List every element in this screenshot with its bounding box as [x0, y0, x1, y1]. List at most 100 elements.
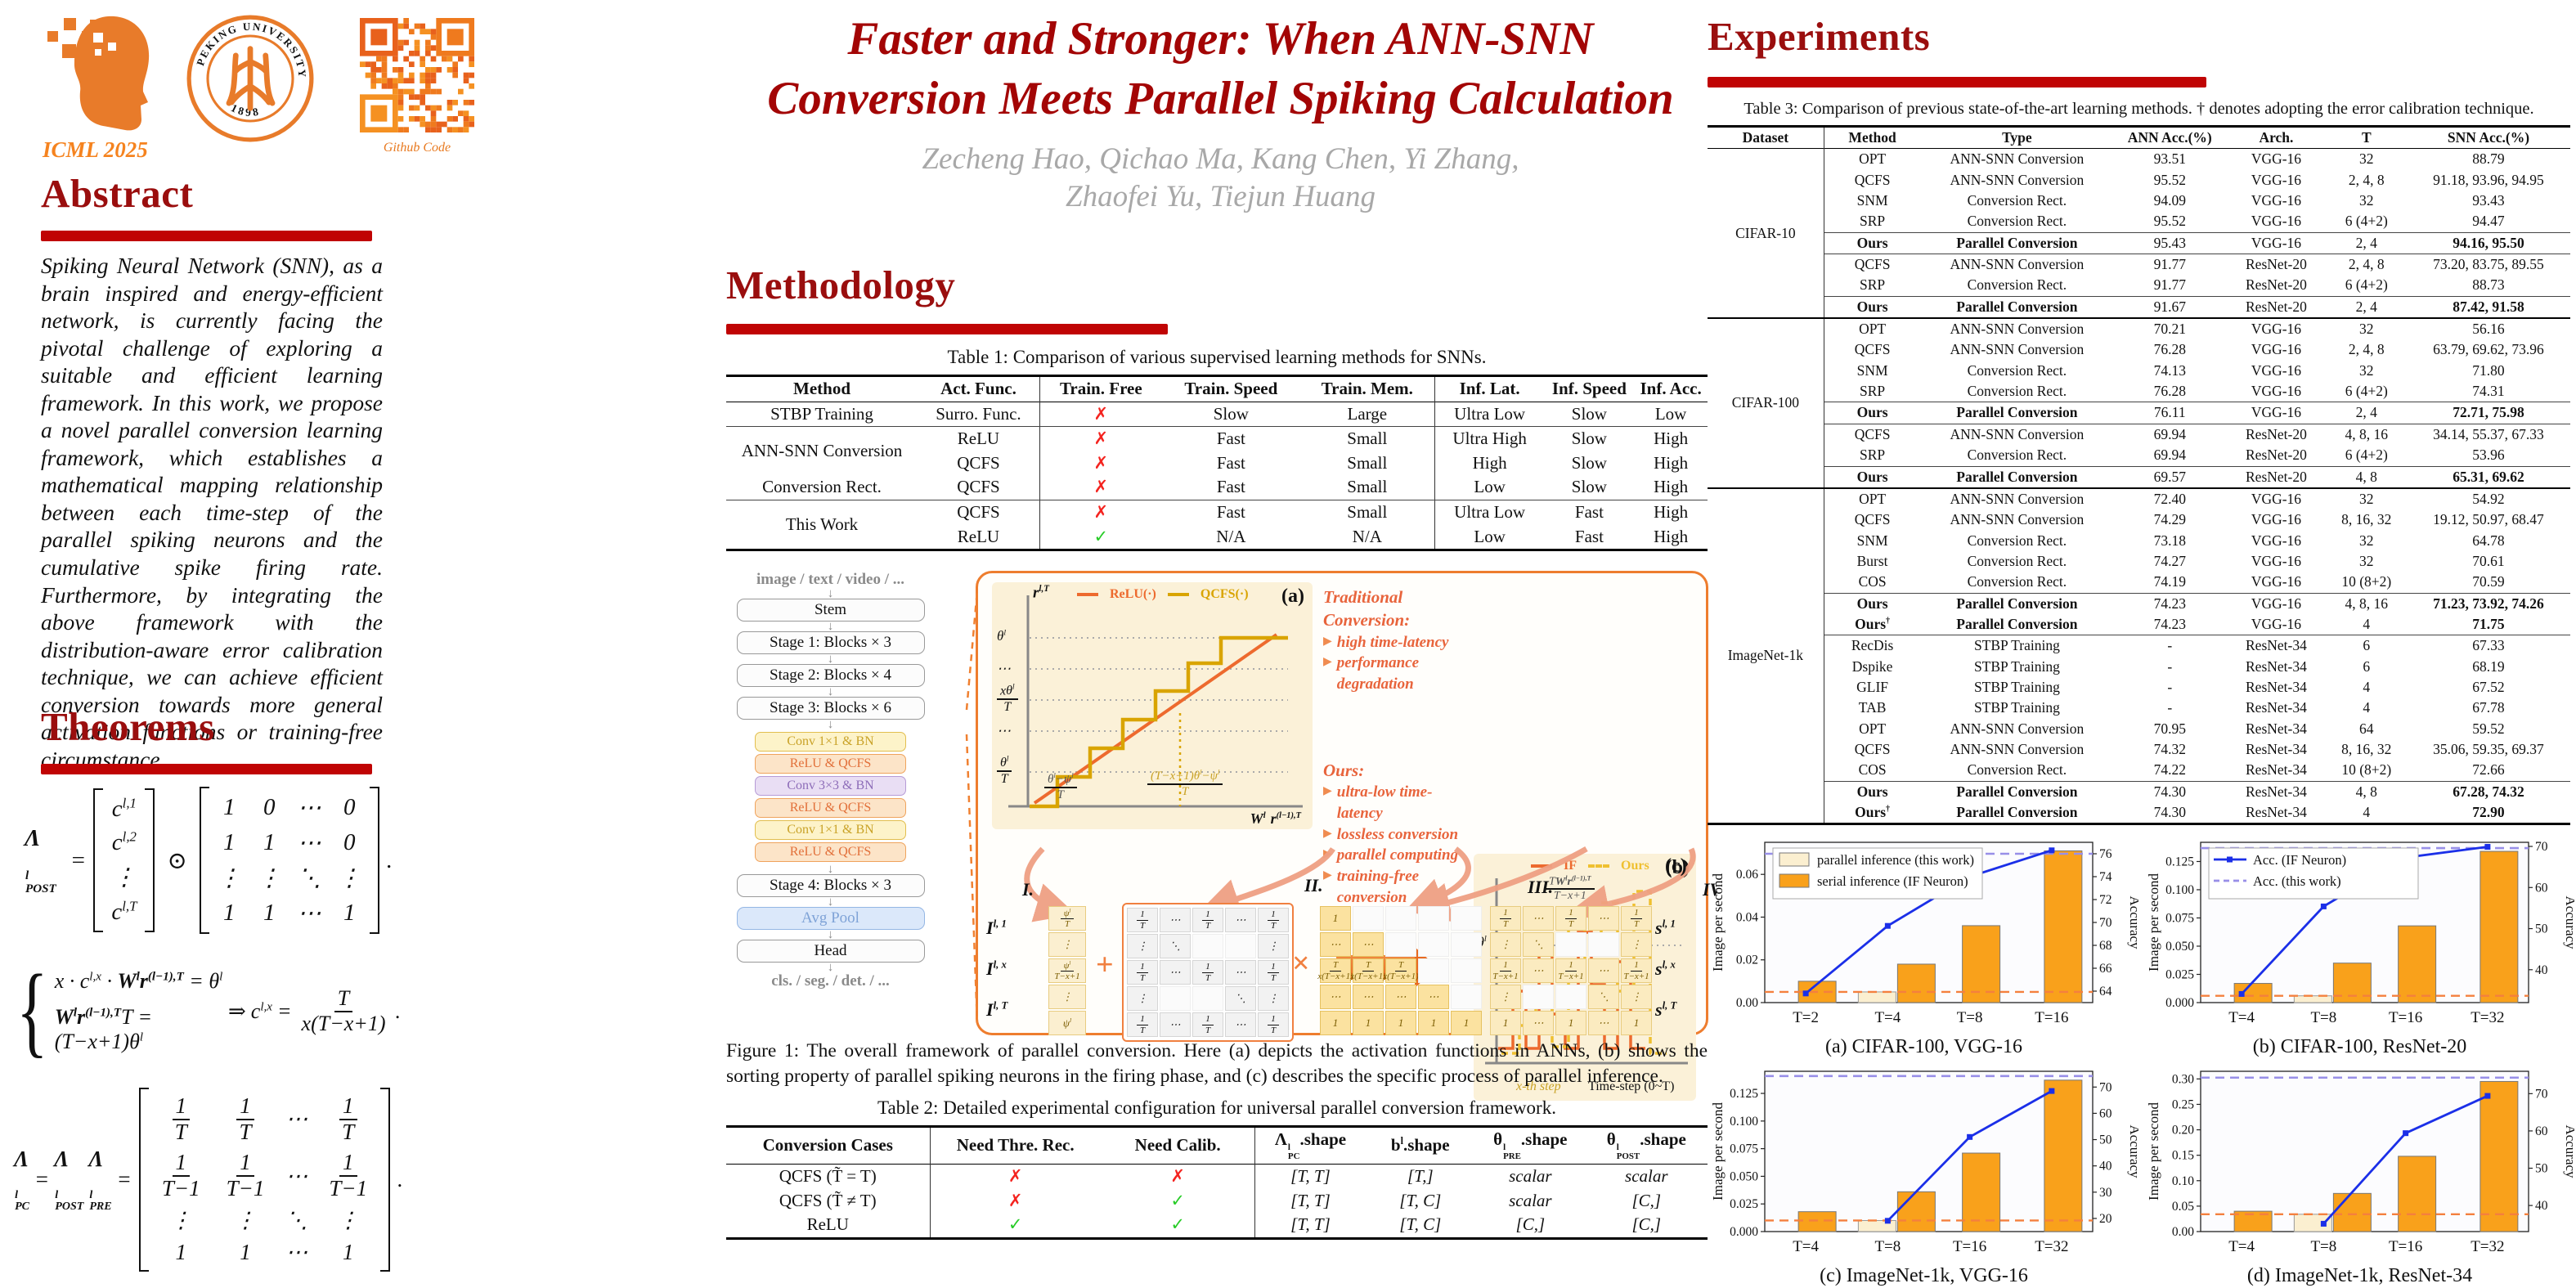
matrix-cell: 0 — [343, 829, 356, 855]
sup: l — [1616, 1142, 1619, 1152]
table-cell: ✓ — [1008, 1214, 1023, 1235]
grid-cell: ⋯ — [1353, 985, 1384, 1009]
serial-bar — [2398, 1156, 2437, 1232]
matrix-cell: ⋯ — [297, 795, 321, 821]
left-tick-label: 0.000 — [1730, 1225, 1758, 1239]
column-header: Act. Func. — [918, 375, 1040, 402]
symbol: θl — [129, 1030, 144, 1053]
matrix-cell: 1 T−1 — [222, 1151, 270, 1200]
ours-legend-line — [1588, 864, 1609, 868]
ours-bullet: lossless conversion — [1336, 825, 1459, 843]
bullet-icon: ▶ — [1323, 868, 1332, 882]
table-cell: 74.19 — [2153, 573, 2186, 590]
flow-arrow-icon: ↓ — [827, 620, 834, 633]
left-tick-label: 0.000 — [2165, 996, 2194, 1010]
table-cell: 8, 16, 32 — [2341, 740, 2392, 757]
table-cell: ✓ — [1100, 1213, 1256, 1239]
x-tick-label: T=2 — [1793, 1009, 1819, 1026]
left-tick-label: 0.06 — [1736, 868, 1758, 882]
table-cell: scalar — [1509, 1165, 1552, 1186]
table-cell: 72.90 — [2472, 804, 2505, 820]
table-cell: [T, T] — [1290, 1190, 1331, 1210]
table-cell: SRP — [1860, 276, 1886, 294]
table-cell: 88.73 — [2472, 276, 2505, 294]
acc-marker — [1884, 1218, 1891, 1224]
denominator: T — [1139, 920, 1146, 931]
table-row: ImageNet-1k OPT ANN-SNN Conversion 72.40 VGG… — [1708, 487, 2570, 824]
table-cell: 95.52 — [2153, 171, 2186, 188]
pku-emblem — [226, 46, 276, 111]
table-cell: 6 — [2363, 657, 2371, 675]
grid-cell: ⋯ — [1523, 906, 1554, 931]
table-cell: scalar — [1625, 1165, 1668, 1186]
legend-label: parallel inference (this work) — [1817, 852, 1974, 868]
chart-cifar100-vgg16: 0.00 0.02 0.04 0.06 64 66 68 70 72 74 76 T=2 T=4 T=8 T… — [1709, 832, 2143, 1058]
column-header: Need Calib. — [1100, 1126, 1256, 1165]
table-cell: Fast — [1216, 429, 1245, 449]
table2: Conversion Cases Need Thre. Rec. Need Cali… — [726, 1125, 1708, 1240]
column-header: Train. Free — [1059, 379, 1142, 398]
table-cell: ReLU — [918, 524, 1040, 550]
sup: l — [1263, 811, 1266, 820]
input-label-2: Il, x — [986, 958, 1007, 980]
sup: l — [1012, 684, 1015, 692]
right-tick-label: 60 — [2535, 881, 2548, 895]
denominator: T — [239, 1119, 252, 1144]
sup: l — [1503, 1142, 1506, 1152]
bracket-left — [93, 788, 104, 932]
grid-cell: ⋮ — [1490, 985, 1521, 1009]
column-header: Inf. Lat. — [1459, 379, 1520, 398]
table-cell: VGG-16 — [2226, 231, 2327, 255]
acc-marker — [2484, 1093, 2491, 1099]
right-tick-label: 30 — [2099, 1186, 2112, 1200]
denominator: T−x+1 — [1558, 971, 1584, 981]
table-cell: OPT — [1859, 720, 1887, 737]
flow-block: Conv 3×3 & BN — [755, 776, 906, 796]
table-cell: 76.28 — [2153, 341, 2186, 358]
table-cell: RecDis — [1851, 637, 1894, 654]
matrix-cell: ⋯ — [285, 1163, 308, 1188]
left-tick-label: 0.125 — [1730, 1087, 1758, 1101]
grid-cell — [1385, 932, 1416, 957]
step-label-4: IV. — [1702, 879, 1717, 900]
table-row: Ours Parallel Conversion 95.43 VGG-16 2, 4 94… — [1708, 231, 2570, 255]
denominator: T — [1270, 972, 1277, 983]
table-cell: ANN-SNN Conversion — [1920, 317, 2114, 340]
table-cell: 4 — [2363, 699, 2371, 716]
table-cell: STBP Training — [1973, 699, 2060, 716]
grid-cell — [1418, 958, 1449, 983]
left-tick-label: 0.00 — [1736, 996, 1758, 1010]
table-cell: VGG-16 — [2251, 171, 2302, 188]
table-cell: ✗ — [1093, 502, 1109, 523]
table-cell: ANN-SNN Conversion — [1950, 425, 2085, 442]
grid-cell: ⋯ — [1523, 1011, 1554, 1035]
right-tick-label: 40 — [2535, 963, 2548, 977]
symbol: Wl — [1250, 810, 1266, 827]
x-tick-label: T=4 — [2228, 1238, 2255, 1255]
table-cell: ANN-SNN Conversion — [1950, 256, 2085, 273]
symbol: r(l−1),T — [1270, 810, 1301, 827]
matrix-cell: 1 T−1 — [324, 1151, 372, 1200]
grid-cell — [1353, 906, 1384, 931]
table-cell: Ultra Low — [1454, 502, 1526, 523]
table-cell: High — [1472, 452, 1507, 473]
matrix-cell: ⋮ — [337, 865, 361, 891]
table-row: QCFS ANN-SNN Conversion 74.32 ResNet-34 8, 1… — [1708, 739, 2570, 760]
table-cell: 95.52 — [2153, 213, 2186, 230]
grid-cell: ⋱ — [1160, 934, 1191, 958]
table-cell: [C,] — [1515, 1214, 1546, 1235]
numerator: 1 — [1268, 962, 1279, 973]
table-cell: ✗ — [1008, 1190, 1023, 1210]
matrix-cell: 1 — [223, 794, 236, 820]
experiments-heading: Experiments — [1708, 14, 1931, 59]
symbol: sl, x — [1655, 958, 1676, 979]
fraction: ψl T — [1060, 908, 1075, 929]
table-row: SRP Conversion Rect. 76.28 VGG-16 6 (4+2) 74.… — [1708, 381, 2570, 402]
grid-cell — [1192, 934, 1223, 958]
numerator: 1 — [339, 1151, 357, 1178]
sup: l — [1006, 756, 1009, 764]
